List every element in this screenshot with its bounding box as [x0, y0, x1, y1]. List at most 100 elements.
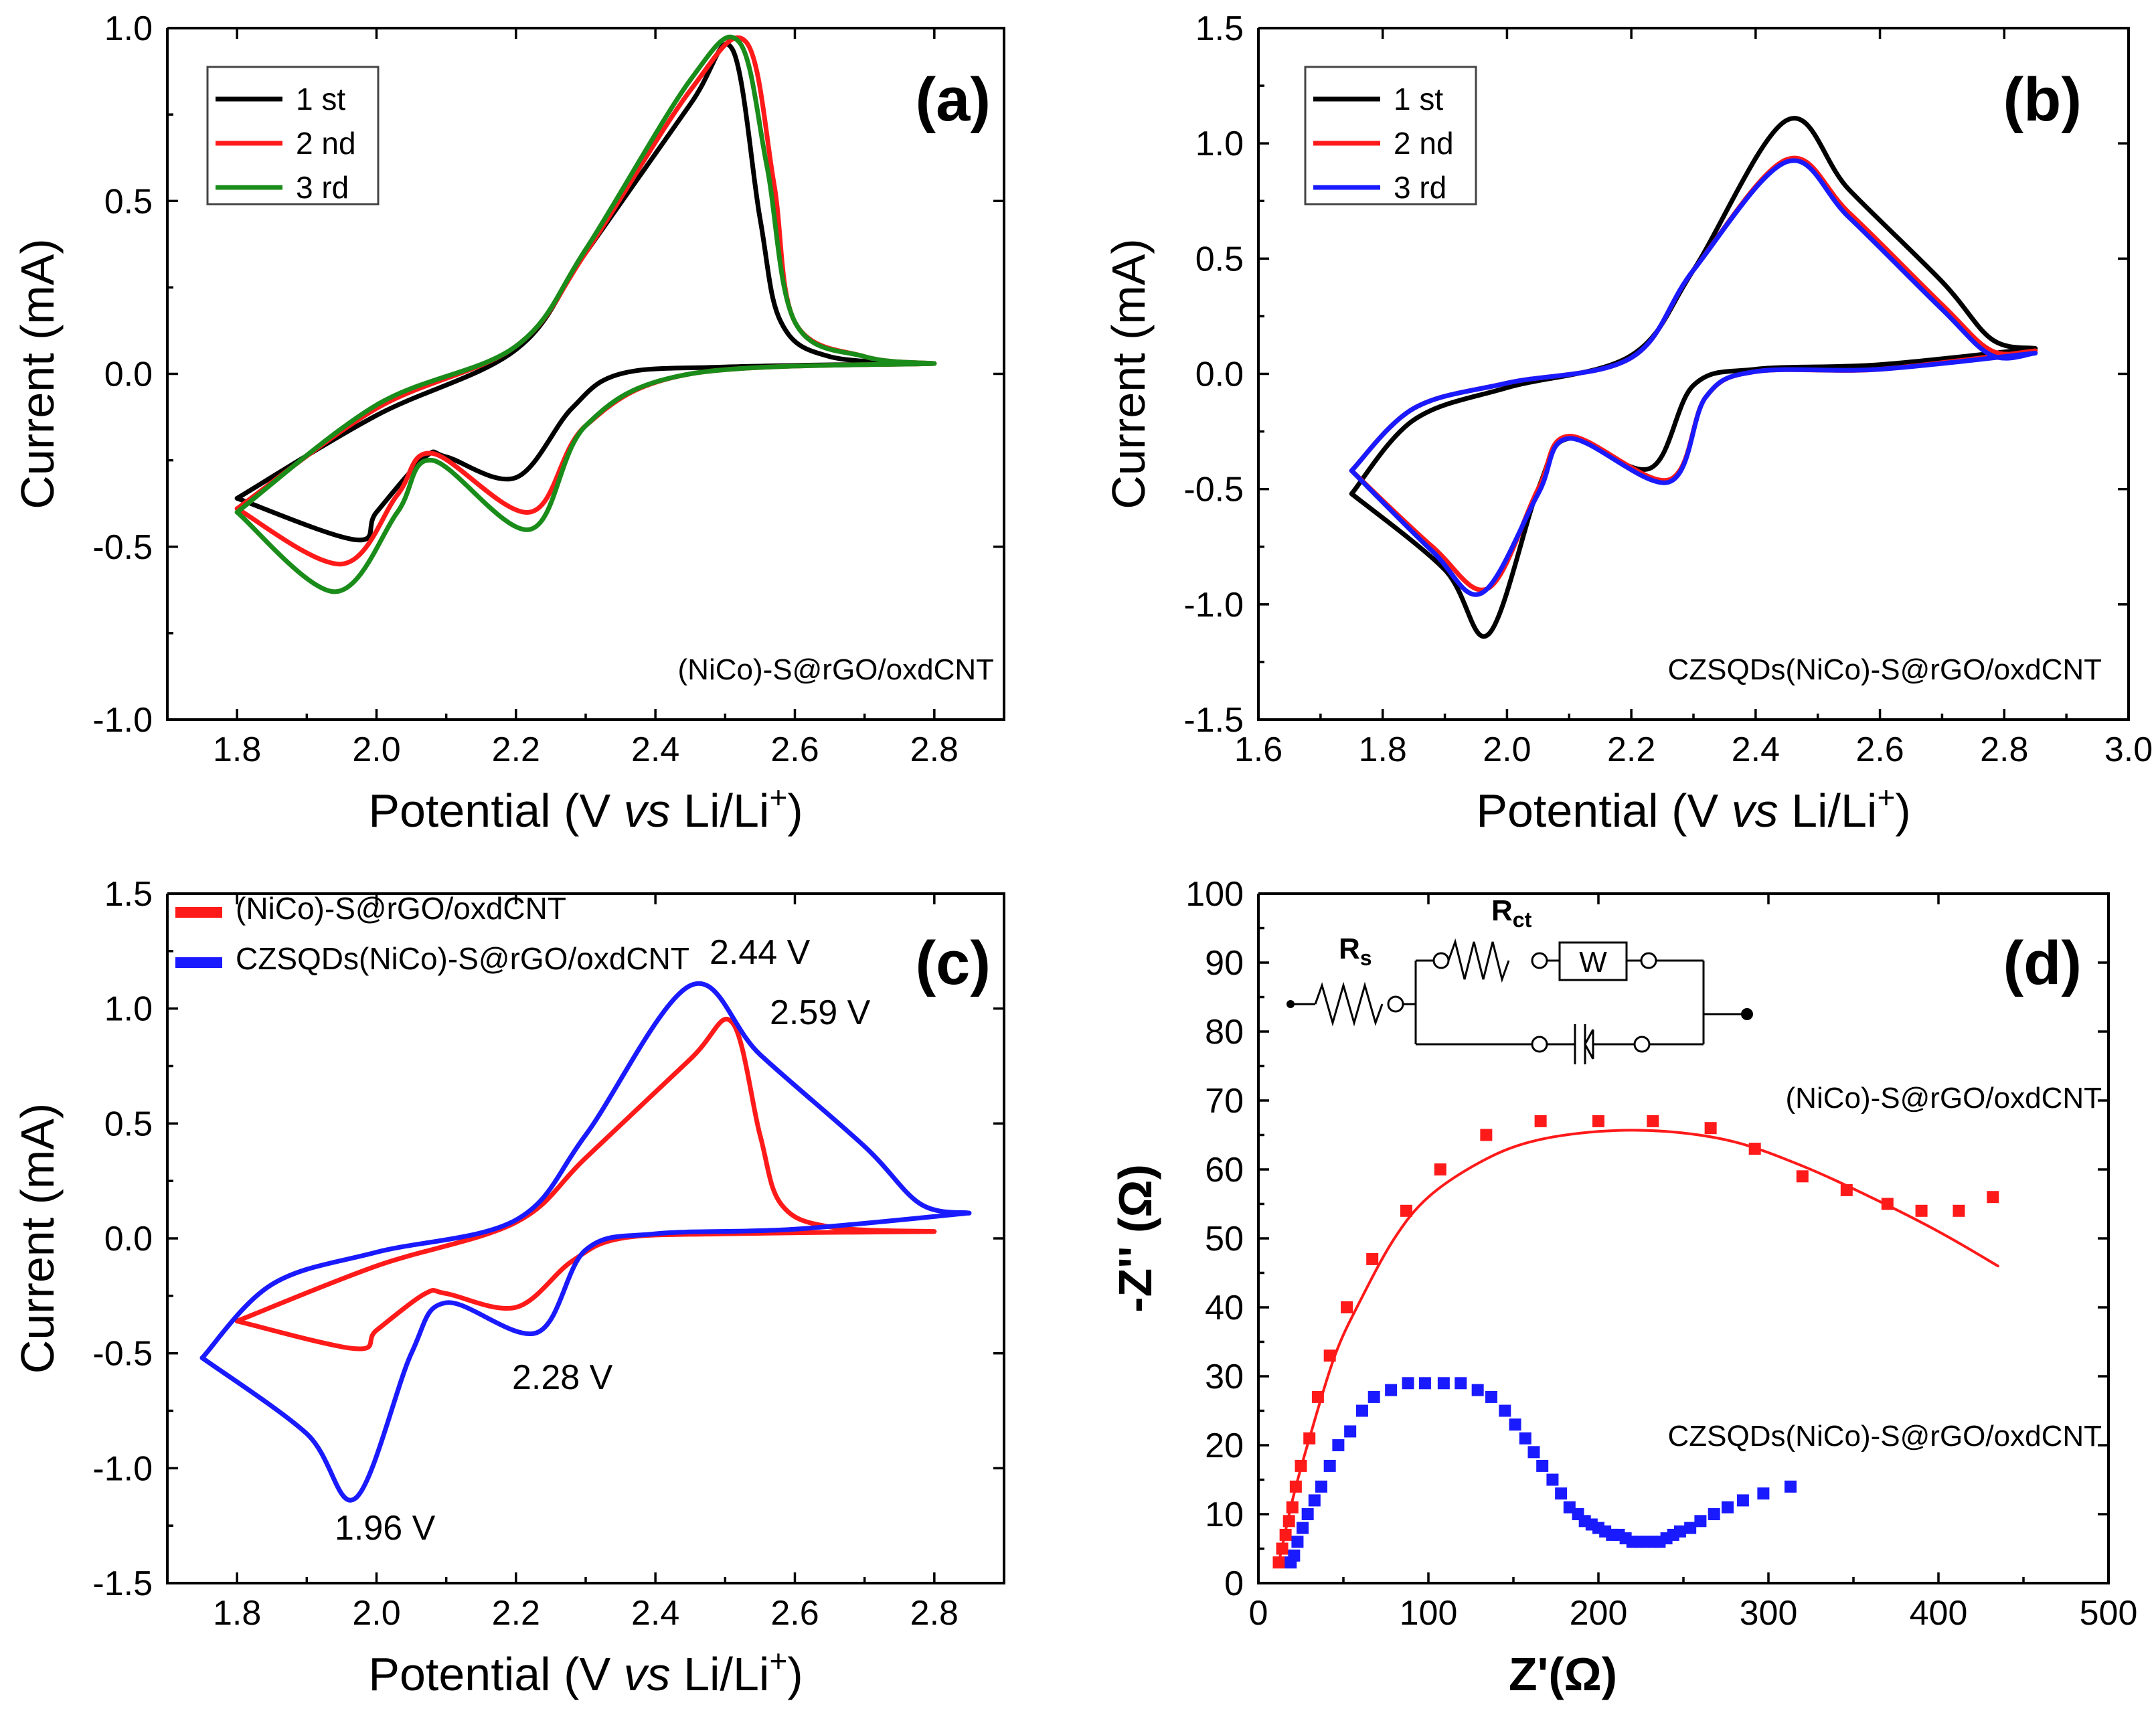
data-point — [1288, 1549, 1301, 1562]
y-tick-label: 10 — [1205, 1495, 1244, 1534]
data-point — [1289, 1480, 1302, 1493]
data-point — [1785, 1480, 1797, 1493]
data-point — [1301, 1508, 1314, 1520]
panel-c: 1.8 2.0 2.2 2.4 2.6 2.8 -1.5 -1.0 -0.5 0.0 0.5 1.0 1… — [11, 875, 1005, 1700]
legend-label: 1 st — [1394, 82, 1443, 116]
data-point — [1527, 1446, 1540, 1459]
circuit-terminal — [1432, 952, 1450, 969]
data-point — [1282, 1515, 1295, 1528]
legend-label: CZSQDs(NiCo)-S@rGO/oxdCNT — [236, 941, 689, 976]
x-tick-label: 2.6 — [770, 730, 819, 769]
series-anodic-2 — [199, 981, 972, 1360]
panel-a: 1.8 2.0 2.2 2.4 2.6 2.8 -1.0 -0.5 0.0 0.5 1.0 1 st 2… — [11, 9, 1005, 837]
y-axis-title: -Z'' (Ω) — [1109, 1164, 1161, 1313]
series-anodic-3 — [234, 34, 937, 515]
data-point — [1694, 1515, 1707, 1528]
sample-annotation: (NiCo)-S@rGO/oxdCNT — [678, 653, 994, 686]
y-tick-label: -0.5 — [1183, 471, 1244, 509]
x-tick-label: 500 — [2080, 1594, 2138, 1633]
data-point — [1303, 1432, 1316, 1445]
legend — [1304, 66, 1477, 206]
data-point — [1840, 1183, 1853, 1196]
y-tick-label: -0.5 — [92, 1335, 153, 1374]
y-tick-label: 0.5 — [104, 1105, 153, 1143]
data-point — [1485, 1390, 1497, 1403]
x-tick-label: 2.0 — [1483, 730, 1531, 769]
circuit-terminal — [1531, 1036, 1548, 1053]
data-point — [1704, 1122, 1717, 1135]
peak-label: 1.96 V — [335, 1509, 436, 1548]
legend-label: 3 rd — [296, 170, 349, 205]
data-point — [1315, 1480, 1327, 1493]
legend-label: 1 st — [296, 82, 345, 116]
data-point — [1434, 1163, 1446, 1175]
y-tick-label: 90 — [1205, 944, 1244, 983]
data-point — [1555, 1487, 1568, 1500]
x-tick-label: 2.4 — [631, 1594, 679, 1633]
circuit-terminal — [1633, 1036, 1651, 1053]
data-point — [1418, 1377, 1431, 1390]
y-axis-title: Current (mA) — [11, 238, 64, 509]
x-tick-label: 1.8 — [1359, 730, 1407, 769]
x-axis-title: Potential (V vs Li/Li+) — [368, 1643, 803, 1700]
x-tick-label: 2.0 — [352, 1594, 400, 1633]
legend — [206, 66, 380, 206]
y-tick-label: 30 — [1205, 1358, 1244, 1396]
series-cathodic-1 — [234, 361, 937, 543]
x-tick-label: 2.8 — [910, 1594, 959, 1633]
y-tick-label: 80 — [1205, 1013, 1244, 1052]
y-tick-label: 0.0 — [104, 1220, 153, 1258]
circuit-node — [1741, 1008, 1753, 1020]
data-point — [1546, 1473, 1559, 1486]
data-point — [1915, 1204, 1928, 1217]
data-point — [1455, 1377, 1467, 1390]
legend-label: 2 nd — [1394, 126, 1454, 161]
cpe-element — [1584, 1029, 1594, 1060]
circuit-terminal — [1387, 995, 1404, 1013]
x-tick-label: 2.6 — [770, 1594, 819, 1633]
data-point — [1272, 1556, 1285, 1569]
data-point — [1291, 1536, 1304, 1548]
series-anodic-3 — [1349, 158, 2038, 473]
data-point — [1341, 1301, 1353, 1313]
y-tick-label: 1.5 — [1195, 9, 1244, 48]
warburg-label: W — [1579, 946, 1607, 979]
x-tick-label: 2.4 — [631, 730, 679, 769]
x-tick-label: 2.6 — [1855, 730, 1904, 769]
y-tick-label: 1.0 — [1195, 125, 1244, 163]
data-point — [1308, 1494, 1321, 1507]
y-axis-title: Current (mA) — [11, 1103, 64, 1374]
peak-label: 2.28 V — [512, 1358, 613, 1397]
x-tick-label: 2.8 — [1980, 730, 2028, 769]
data-point — [1534, 1115, 1547, 1127]
y-tick-label: -1.5 — [92, 1564, 153, 1603]
y-tick-label: 100 — [1185, 875, 1244, 914]
x-tick-label: 2.2 — [492, 730, 540, 769]
y-tick-label: -1.5 — [1183, 701, 1244, 740]
x-tick-label: 1.8 — [213, 1594, 261, 1633]
sample-annotation: CZSQDs(NiCo)-S@rGO/oxdCNT — [1668, 653, 2102, 686]
panel-label: (c) — [916, 929, 991, 997]
x-tick-label: 3.0 — [2104, 730, 2153, 769]
data-point — [1311, 1390, 1324, 1403]
peak-label: 2.44 V — [710, 933, 811, 972]
y-tick-label: 0.5 — [1195, 240, 1244, 278]
panel-d: 0 100 200 300 400 500 0 10 20 30 40 50 60 70 80 90 100 (N… — [1109, 875, 2137, 1700]
data-point — [1286, 1501, 1299, 1514]
series-cathodic-3 — [1349, 351, 2038, 597]
series-cathodic-3 — [234, 361, 937, 594]
y-tick-label: 0 — [1224, 1564, 1244, 1603]
circuit-terminal — [1640, 952, 1657, 969]
x-tick-label: 2.0 — [352, 730, 400, 769]
series-cathodic-2 — [199, 1210, 972, 1503]
x-axis-title: Potential (V vs Li/Li+) — [1476, 780, 1910, 837]
legend-label: (NiCo)-S@rGO/oxdCNT — [236, 891, 566, 926]
y-tick-label: 0.5 — [104, 182, 153, 221]
data-point — [1279, 1528, 1292, 1541]
y-tick-label: 60 — [1205, 1151, 1244, 1190]
data-point — [1366, 1252, 1379, 1265]
data-point — [1323, 1350, 1336, 1362]
y-tick-label: 1.0 — [104, 990, 153, 1029]
data-point — [1536, 1459, 1549, 1472]
legend-label: 2 nd — [296, 126, 356, 161]
